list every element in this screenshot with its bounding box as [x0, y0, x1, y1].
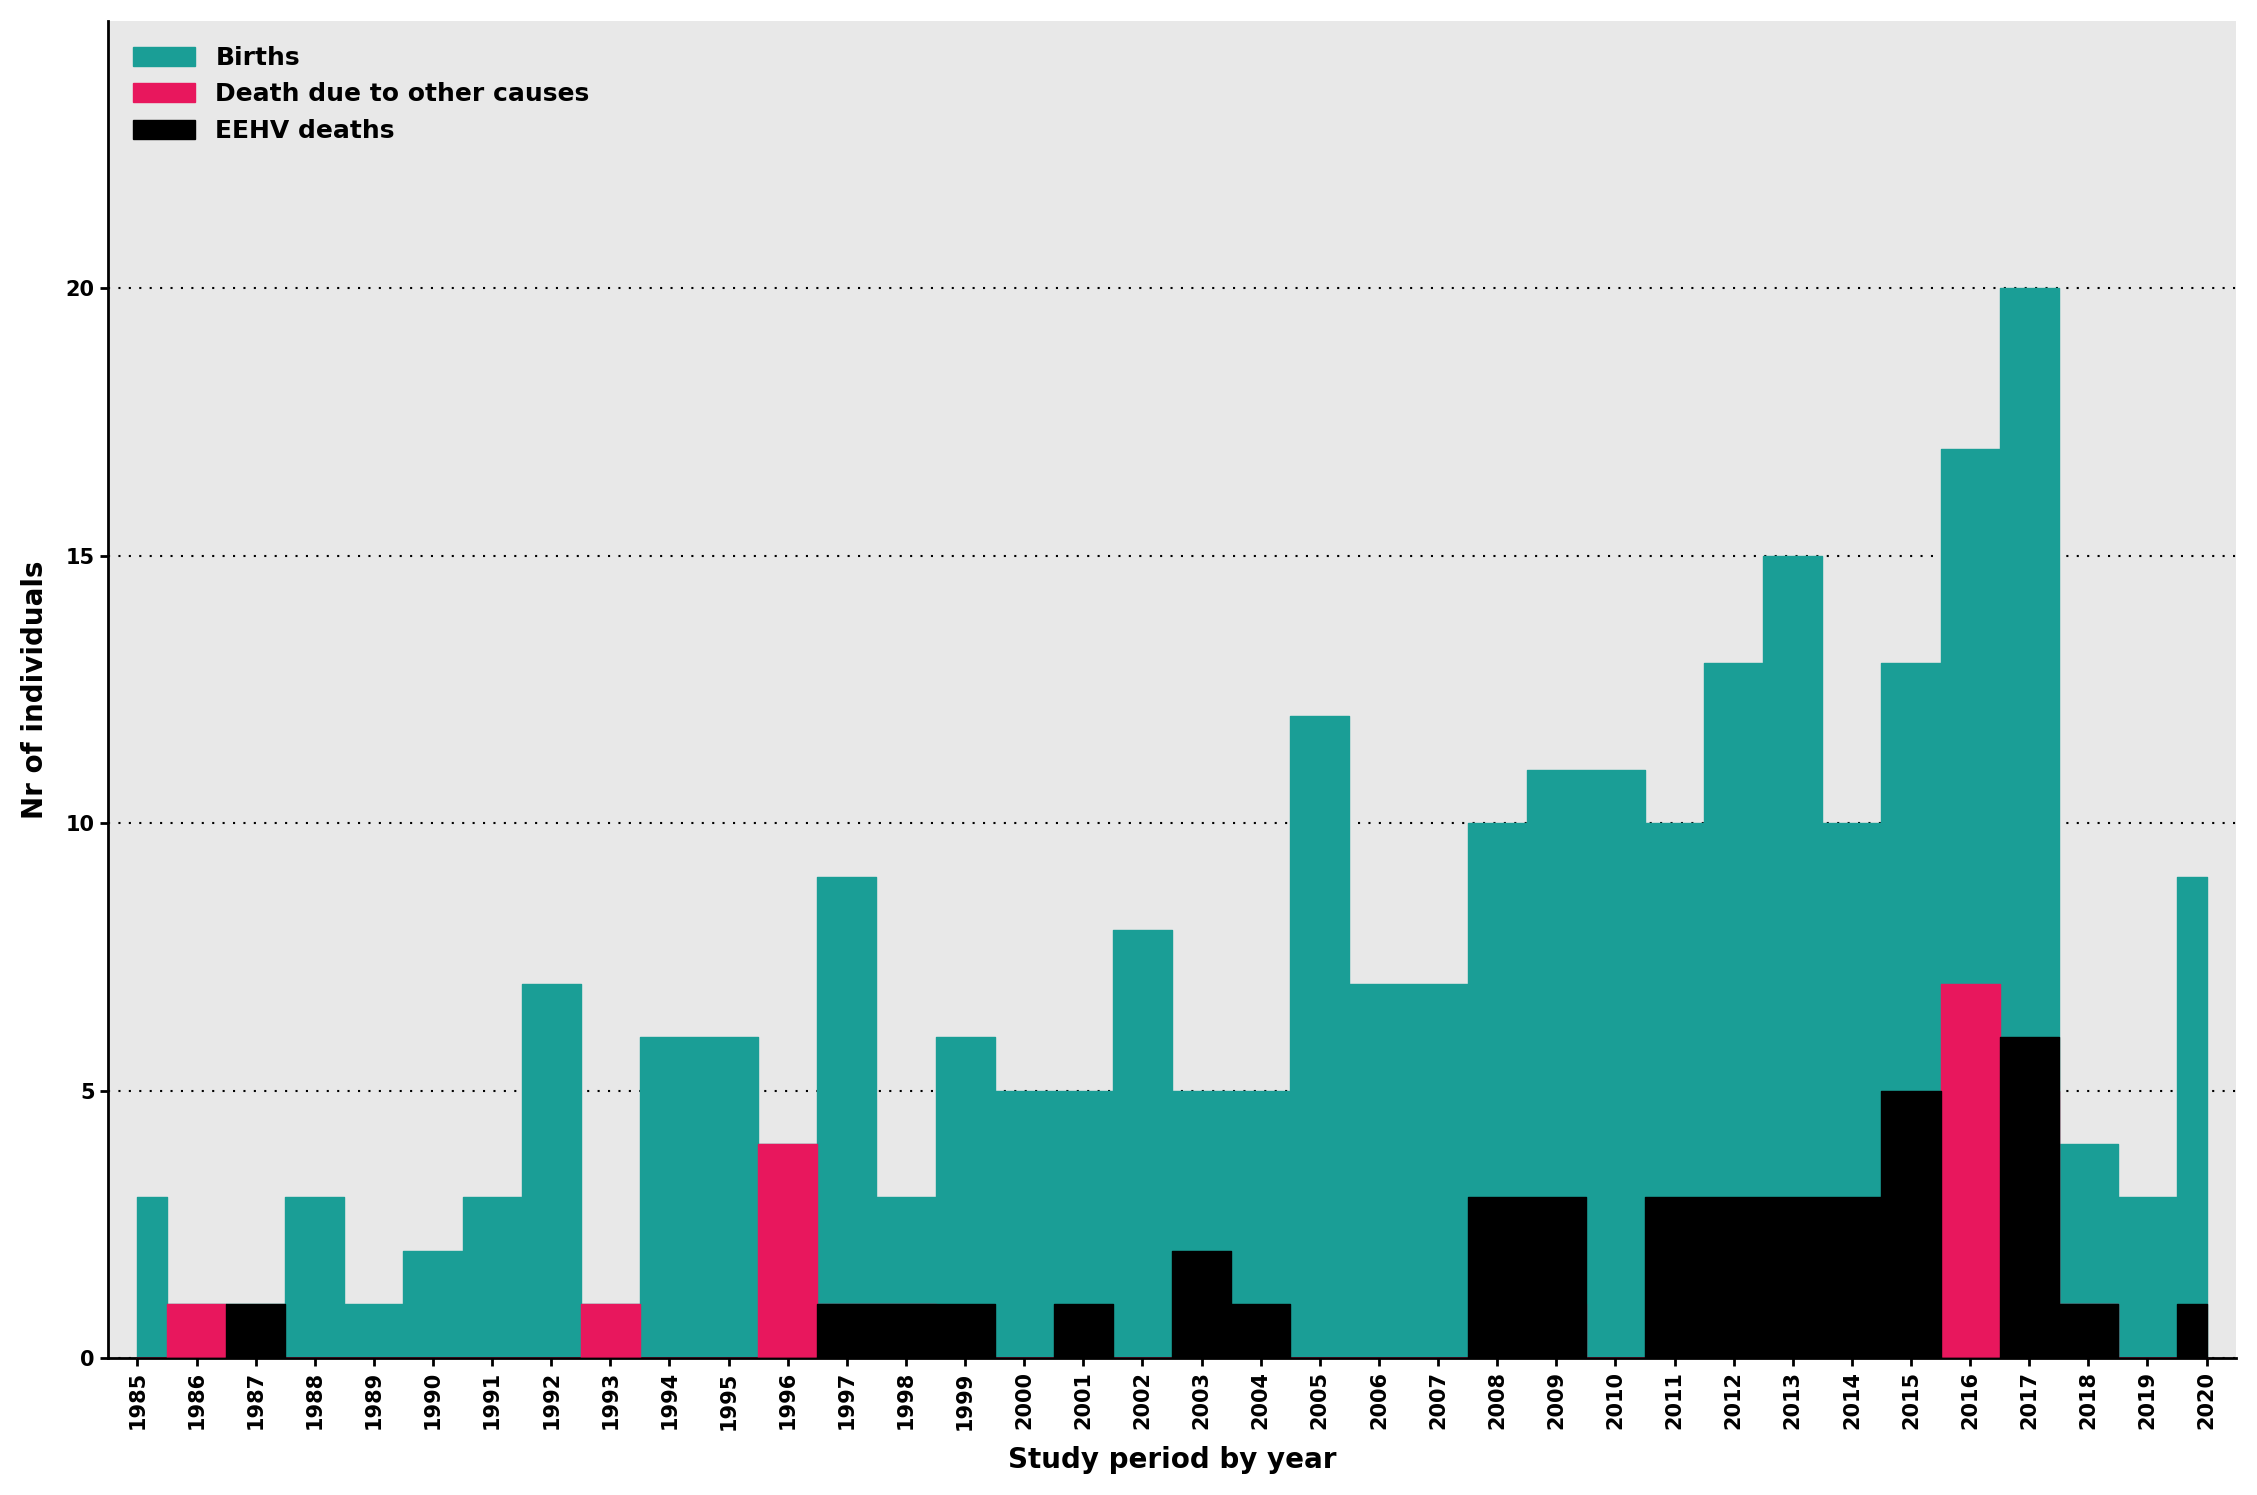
Y-axis label: Nr of individuals: Nr of individuals	[20, 561, 50, 819]
X-axis label: Study period by year: Study period by year	[1007, 1446, 1336, 1474]
Legend: Births, Death due to other causes, EEHV deaths: Births, Death due to other causes, EEHV …	[120, 33, 603, 155]
